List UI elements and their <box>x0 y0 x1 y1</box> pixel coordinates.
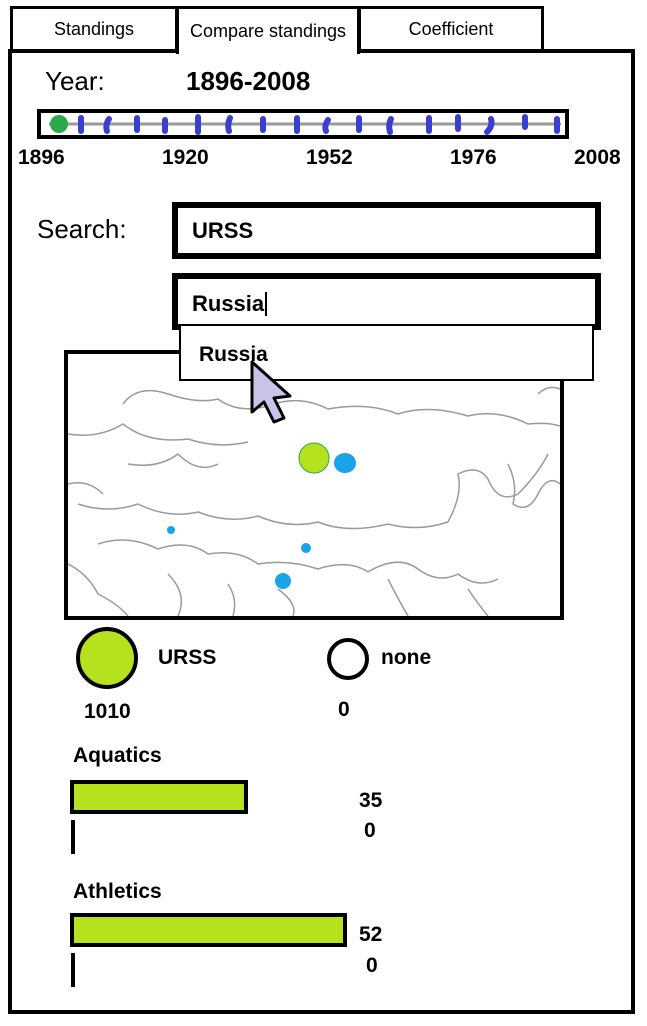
tick-label-1952: 1952 <box>306 146 353 169</box>
value-athletics-urss: 52 <box>359 923 383 946</box>
map-borders <box>68 386 560 616</box>
year-label: Year: <box>45 66 105 96</box>
search-input-2-value: Russia <box>192 291 265 316</box>
legend-label-urss: URSS <box>158 646 217 669</box>
tab-standings-label: Standings <box>53 19 135 39</box>
value-aquatics-none: 0 <box>364 819 376 842</box>
search-input-1[interactable]: URSS <box>172 202 601 259</box>
year-slider[interactable] <box>37 109 569 139</box>
year-slider-track <box>49 114 561 135</box>
legend-swatch-urss <box>76 627 138 689</box>
autocomplete-item-russia[interactable]: Russia <box>199 343 268 366</box>
search-input-2[interactable]: Russia <box>172 273 601 330</box>
map-data-points <box>167 442 356 589</box>
bar-aquatics-urss <box>70 780 248 814</box>
legend-value-urss: 1010 <box>84 700 131 723</box>
mouse-cursor-icon <box>250 360 292 424</box>
tick-label-1896: 1896 <box>18 146 65 169</box>
tab-standings[interactable]: Standings <box>10 6 178 50</box>
tick-label-1920: 1920 <box>162 146 209 169</box>
year-markers <box>78 114 560 135</box>
search-input-1-value: URSS <box>192 218 254 243</box>
tick-label-1976: 1976 <box>450 146 497 169</box>
bar-athletics-none <box>71 953 75 987</box>
legend-label-none: none <box>381 646 432 669</box>
tab-coefficient-label: Coefficient <box>408 19 494 39</box>
tab-compare-standings[interactable]: Compare standings <box>176 6 360 54</box>
bar-athletics-urss <box>70 913 347 947</box>
text-cursor <box>265 292 268 316</box>
sport-name-athletics: Athletics <box>73 880 162 903</box>
sport-name-aquatics: Aquatics <box>73 744 162 767</box>
year-value: 1896-2008 <box>186 66 311 96</box>
tab-compare-standings-label: Compare standings <box>189 21 347 41</box>
tick-label-2008: 2008 <box>574 146 621 169</box>
legend-value-none: 0 <box>338 698 350 721</box>
legend-swatch-none <box>327 638 369 680</box>
slider-start-handle[interactable] <box>50 115 68 133</box>
value-aquatics-urss: 35 <box>359 789 383 812</box>
search-label: Search: <box>37 214 127 244</box>
map[interactable] <box>64 350 564 620</box>
value-athletics-none: 0 <box>366 954 378 977</box>
autocomplete-dropdown: Russia <box>179 324 594 381</box>
bar-aquatics-none <box>71 820 75 854</box>
tab-coefficient[interactable]: Coefficient <box>358 6 544 50</box>
